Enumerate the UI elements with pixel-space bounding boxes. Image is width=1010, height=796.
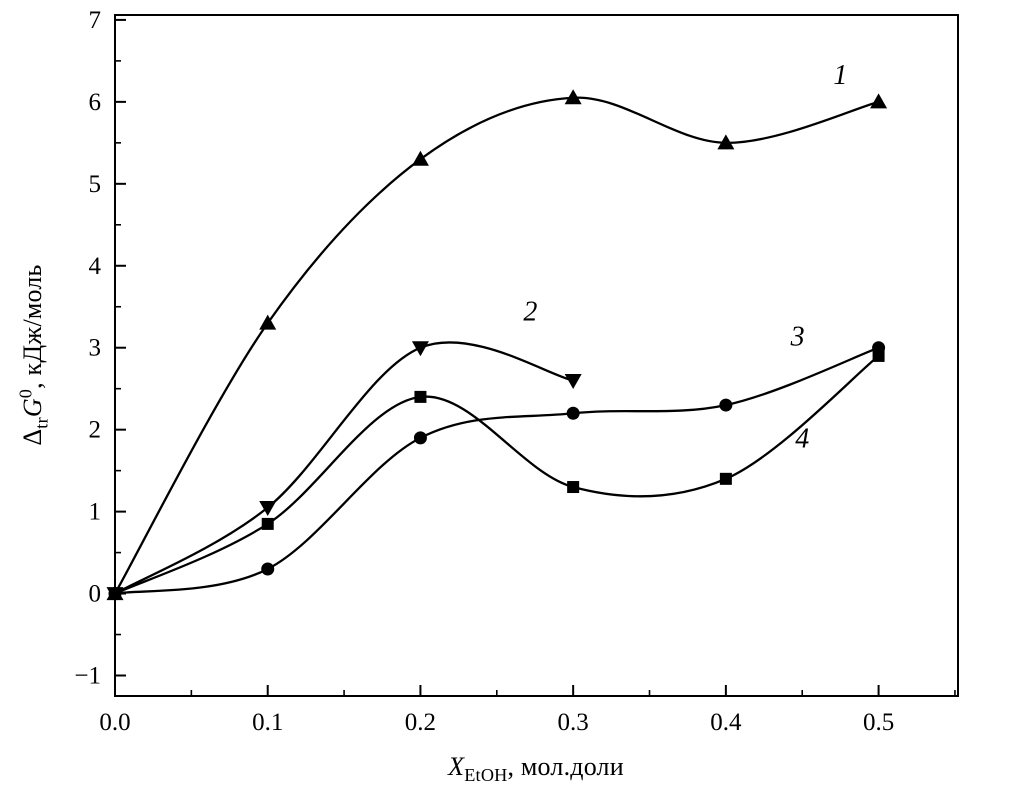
svg-text:0.2: 0.2 [405, 709, 436, 736]
svg-text:7: 7 [89, 7, 102, 34]
y-label-symbol: G [18, 398, 48, 418]
y-axis-label: ΔtrG0, кДж/моль [16, 264, 53, 445]
x-axis-label: XEtOH, мол.доли [448, 752, 624, 786]
x-label-units: , мол.доли [507, 752, 624, 781]
svg-text:2: 2 [523, 297, 537, 328]
svg-text:4: 4 [795, 424, 809, 455]
x-label-symbol: X [448, 752, 465, 781]
svg-text:3: 3 [790, 321, 805, 352]
svg-text:0.1: 0.1 [252, 709, 283, 736]
svg-text:5: 5 [89, 171, 102, 198]
y-label-units: , кДж/моль [18, 264, 48, 389]
svg-text:2: 2 [89, 417, 102, 444]
y-label-superscript: 0 [15, 388, 36, 399]
svg-text:0.0: 0.0 [99, 709, 130, 736]
y-label-subscript: tr [31, 417, 52, 429]
svg-text:1: 1 [833, 60, 847, 91]
svg-text:4: 4 [89, 253, 102, 280]
svg-text:0: 0 [89, 581, 102, 608]
x-label-subscript: EtOH [464, 765, 508, 786]
svg-text:0.3: 0.3 [558, 709, 589, 736]
y-label-delta: Δ [18, 428, 48, 446]
svg-text:0.5: 0.5 [863, 709, 894, 736]
svg-text:3: 3 [89, 335, 102, 362]
svg-text:0.4: 0.4 [710, 709, 742, 736]
svg-text:1: 1 [89, 499, 102, 526]
svg-text:6: 6 [89, 89, 102, 116]
svg-text:−1: −1 [74, 663, 101, 690]
